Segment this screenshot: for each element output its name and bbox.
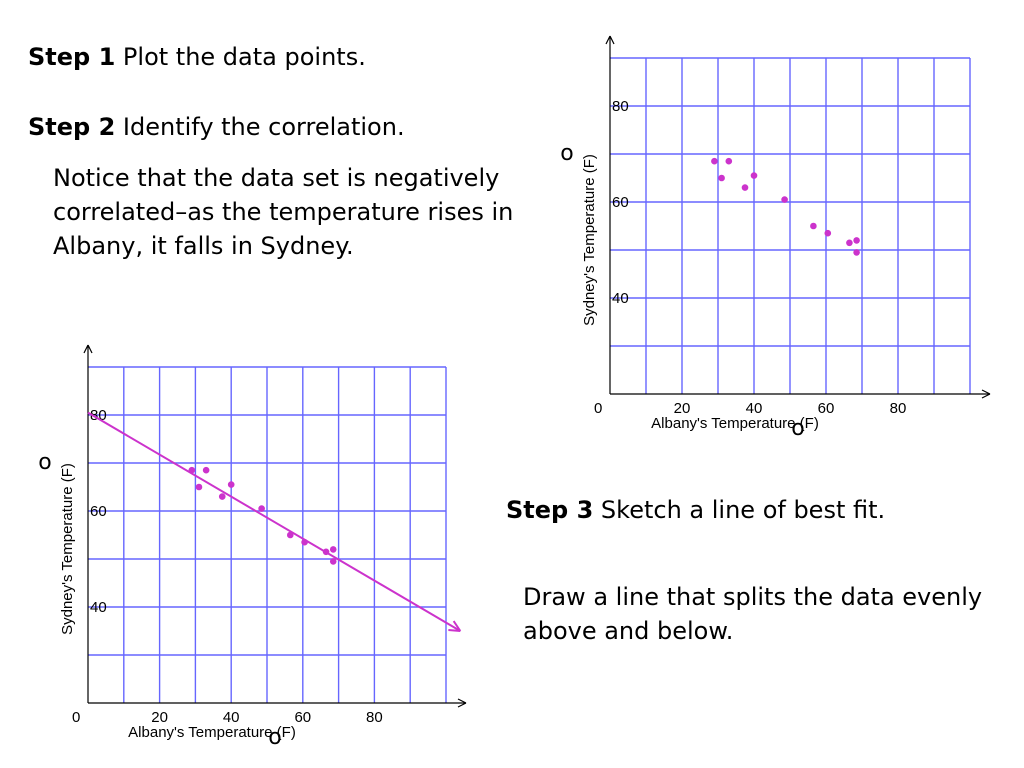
x-tick-label: 0 (72, 709, 80, 726)
data-point (329, 546, 337, 553)
data-point (750, 172, 758, 179)
grid (88, 366, 447, 703)
data-point (188, 466, 196, 474)
y-axis-title: Sydney's Temperature (F) (59, 463, 76, 635)
data-point (711, 157, 718, 165)
best-fit-instruction: Draw a line that splits the data evenly … (523, 583, 983, 645)
x-axis-title: Albany's Temperature (F) (651, 415, 819, 432)
x-tick-label: 0 (594, 400, 602, 417)
data-point (781, 196, 788, 203)
y-tick-label: 60 (612, 194, 629, 211)
data-point (853, 237, 860, 244)
data-point (195, 483, 203, 491)
best-fit-arrowhead (448, 620, 462, 632)
x-degree-symbol: o (791, 416, 804, 441)
x-tick-label: 80 (890, 400, 907, 417)
data-point (846, 239, 853, 247)
y-axis-arrow (605, 35, 615, 45)
x-tick-label: 20 (151, 709, 168, 726)
step-1-label: Step 1 (28, 43, 116, 71)
grid (610, 57, 971, 394)
x-degree-symbol: o (268, 725, 281, 750)
x-tick-label: 40 (223, 709, 240, 726)
x-tick-label: 60 (294, 709, 311, 726)
step-1-text: Plot the data points. (122, 43, 366, 71)
step-2-text: Identify the correlation. (122, 113, 405, 141)
best-fit-line (87, 411, 461, 632)
x-tick-label: 40 (746, 400, 763, 417)
y-degree-symbol: o (38, 450, 51, 475)
data-point (718, 174, 725, 182)
y-tick-label: 80 (90, 407, 107, 424)
y-tick-label: 60 (90, 503, 107, 520)
scatter-chart-plain: 0 20 40 60 80 40 60 80 Albany's Temperature (F) S… (560, 35, 991, 441)
scatter-chart-best-fit: 0 20 40 60 80 40 60 80 Albany's Temperature (F) S… (38, 344, 467, 750)
data-point (202, 466, 210, 474)
x-tick-label: 80 (366, 709, 383, 726)
x-axis-arrow (981, 389, 991, 399)
step-3-text: Sketch a line of best fit. (600, 496, 886, 524)
y-axis-title: Sydney's Temperature (F) (581, 154, 598, 326)
correlation-note: Notice that the data set is negatively c… (53, 164, 514, 260)
data-point (810, 222, 817, 230)
data-point (301, 538, 308, 546)
data-point (853, 249, 860, 256)
data-point (227, 481, 235, 488)
step-2: Step 2 Identify the correlation. (28, 112, 405, 142)
x-axis-title: Albany's Temperature (F) (128, 724, 296, 741)
data-point (725, 157, 733, 165)
data-point (218, 493, 226, 500)
data-point (286, 531, 294, 539)
step-3-label: Step 3 (506, 496, 594, 524)
x-tick-label: 60 (818, 400, 835, 417)
y-degree-symbol: o (560, 141, 573, 166)
data-point (322, 548, 330, 556)
y-tick-label: 40 (90, 599, 107, 616)
step-3: Step 3 Sketch a line of best fit. (506, 495, 885, 525)
y-tick-label: 40 (612, 290, 629, 307)
data-point (741, 184, 749, 191)
y-axis-arrow (83, 344, 93, 354)
data-point (824, 229, 832, 237)
y-tick-label: 80 (612, 98, 629, 115)
step-2-label: Step 2 (28, 113, 116, 141)
data-point (258, 505, 265, 512)
x-axis-arrow (457, 698, 467, 708)
x-tick-label: 20 (674, 400, 691, 417)
step-1: Step 1 Plot the data points. (28, 42, 366, 72)
data-point (329, 558, 337, 565)
